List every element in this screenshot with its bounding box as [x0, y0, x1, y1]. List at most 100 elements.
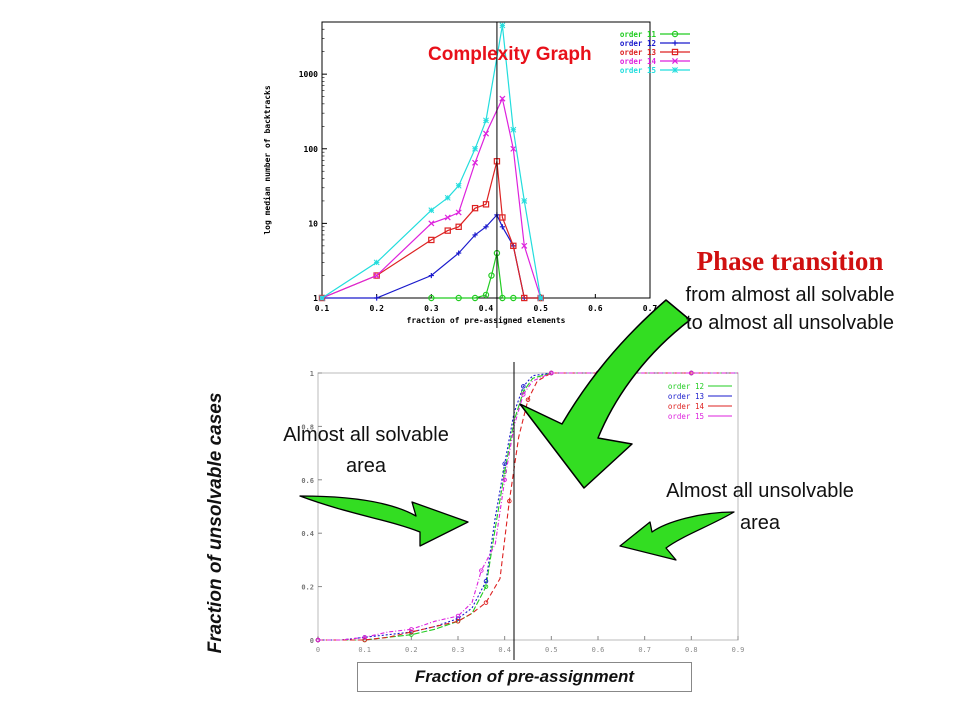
- plot1-legend-entry: order 13: [620, 48, 657, 57]
- plot1-series-line: [322, 213, 541, 299]
- plot2-data-point: [362, 635, 367, 640]
- plot2-data-point: [549, 370, 554, 376]
- solvable-area-line1: Almost all solvable: [283, 424, 449, 446]
- plot1-data-point: [482, 291, 490, 299]
- unsolvable-area-line1: Almost all unsolvable: [666, 480, 854, 502]
- plot1-series-line: [321, 161, 541, 299]
- plot2-data-point: [689, 370, 694, 376]
- plot1-data-point: [499, 224, 505, 230]
- plot2-x-tick-label: 0.5: [545, 646, 558, 654]
- plot2-data-point: [479, 568, 484, 573]
- plot2-data-point: [455, 613, 461, 619]
- plot2-series-line: [318, 372, 738, 641]
- y-axis-label-unsolvable: Fraction of unsolvable cases: [205, 392, 226, 654]
- plot1-data-point: [444, 227, 451, 234]
- plot1-data-point: [456, 250, 462, 256]
- plot1-legend-entry: order 15: [620, 66, 656, 75]
- plot1-data-point: [482, 201, 490, 208]
- plot2-data-point: [315, 637, 321, 643]
- solvable-area-arrow: [299, 495, 469, 547]
- plot2-x-tick-label: 0.9: [732, 646, 745, 654]
- plot2-legend-entry: order 12: [668, 382, 704, 391]
- plot1-data-point: [444, 194, 451, 201]
- plot2-data-point: [455, 619, 461, 624]
- plot2-data-point: [483, 579, 489, 584]
- plot2-legend-entry: order 15: [668, 412, 704, 421]
- plot1-y-tick-label: 10: [308, 219, 318, 228]
- plot1-legend-marker: [672, 40, 678, 46]
- plot1-legend-entry: order 14: [620, 57, 657, 66]
- plot2-x-tick-label: 0.1: [358, 646, 371, 654]
- plot1-x-axis-label: fraction of pre-assigned elements: [407, 315, 566, 325]
- solvable-area-line2: area: [345, 455, 387, 477]
- plot1-data-point: [510, 242, 517, 250]
- plot1-data-point: [373, 272, 380, 279]
- plot1-y-tick-label: 1000: [299, 70, 318, 79]
- plot1-x-tick-label: 0.4: [479, 304, 494, 313]
- plot1-data-point: [472, 159, 479, 166]
- plot2-data-point: [502, 477, 507, 483]
- plot1-data-point: [499, 294, 506, 302]
- plot1-x-tick-label: 0.1: [315, 304, 330, 313]
- plot1-legend-marker: [671, 57, 679, 65]
- plot1-x-tick-label: 0.2: [369, 304, 384, 313]
- plot2-y-tick-label: 0.4: [301, 530, 314, 538]
- plot1-data-point: [521, 197, 528, 204]
- plot2-series-line: [318, 372, 738, 641]
- plot2-data-point: [455, 616, 461, 621]
- plot1-y-axis-label: log median number of backtracks: [262, 85, 272, 234]
- plot2-y-tick-label: 0.6: [301, 477, 314, 485]
- plot1-legend-marker: [671, 48, 679, 56]
- plot2-data-point: [521, 384, 526, 389]
- plot1-data-point: [499, 214, 506, 221]
- plot2-data-point: [521, 392, 526, 397]
- phase-transition-line2: to almost all unsolvable: [686, 312, 894, 334]
- plot1-series-line: [321, 25, 542, 299]
- plot1-series-line: [431, 252, 541, 299]
- phase-transition-line1: from almost all solvable: [685, 284, 895, 306]
- plot1-data-point: [444, 214, 451, 221]
- plot1-data-point: [455, 294, 462, 302]
- plot2-data-point: [483, 600, 489, 605]
- plot1-data-point: [472, 145, 479, 152]
- plot1-data-point: [455, 182, 462, 189]
- plot1-data-point: [428, 207, 435, 214]
- plot1-data-point: [482, 130, 490, 137]
- plot1-data-point: [499, 22, 506, 29]
- plot1-data-point: [428, 220, 435, 227]
- plot2-data-point: [502, 461, 507, 467]
- plot2-data-point: [409, 629, 414, 635]
- plot1-data-point: [428, 294, 435, 302]
- plot2-data-point: [507, 498, 512, 504]
- plot1-data-point: [319, 295, 325, 301]
- x-axis-label-preassignment: Fraction of pre-assignment: [357, 662, 692, 692]
- plot1-data-point: [521, 294, 528, 302]
- plot2-data-point: [409, 632, 414, 637]
- plot1-legend-entry: order 11: [620, 30, 657, 39]
- plot1-data-point: [488, 272, 495, 279]
- plot1-data-point: [483, 224, 489, 230]
- plot1-y-tick-label: 1: [313, 294, 318, 303]
- plot1-legend-marker: [672, 67, 678, 73]
- plot1-legend-entry: order 12: [620, 39, 656, 48]
- plot1-data-point: [499, 95, 506, 102]
- plot2-y-tick-label: 0: [310, 637, 314, 645]
- plot1-data-point: [471, 204, 479, 212]
- complexity-graph-title: Complexity Graph: [428, 44, 592, 65]
- plot1-data-point: [455, 223, 462, 230]
- plot1-data-point: [428, 236, 435, 244]
- plot2-data-point: [525, 397, 531, 402]
- plot2-x-tick-label: 0.8: [685, 646, 698, 654]
- unsolvable-area-line2: area: [739, 512, 781, 534]
- plot1-data-point: [471, 294, 479, 302]
- plot2-x-tick-label: 0.3: [452, 646, 465, 654]
- plot1-x-tick-label: 0.3: [424, 304, 439, 313]
- plot1-data-point: [374, 295, 380, 301]
- plot1-y-tick-label: 100: [304, 145, 319, 154]
- plot1-data-point: [521, 242, 528, 249]
- plot2-x-tick-label: 0: [316, 646, 320, 654]
- plot2-y-tick-label: 0.8: [301, 423, 314, 431]
- plot1-x-tick-label: 0.6: [588, 304, 603, 313]
- plot2-x-tick-label: 0.4: [498, 646, 511, 654]
- plot2-x-tick-label: 0.2: [405, 646, 418, 654]
